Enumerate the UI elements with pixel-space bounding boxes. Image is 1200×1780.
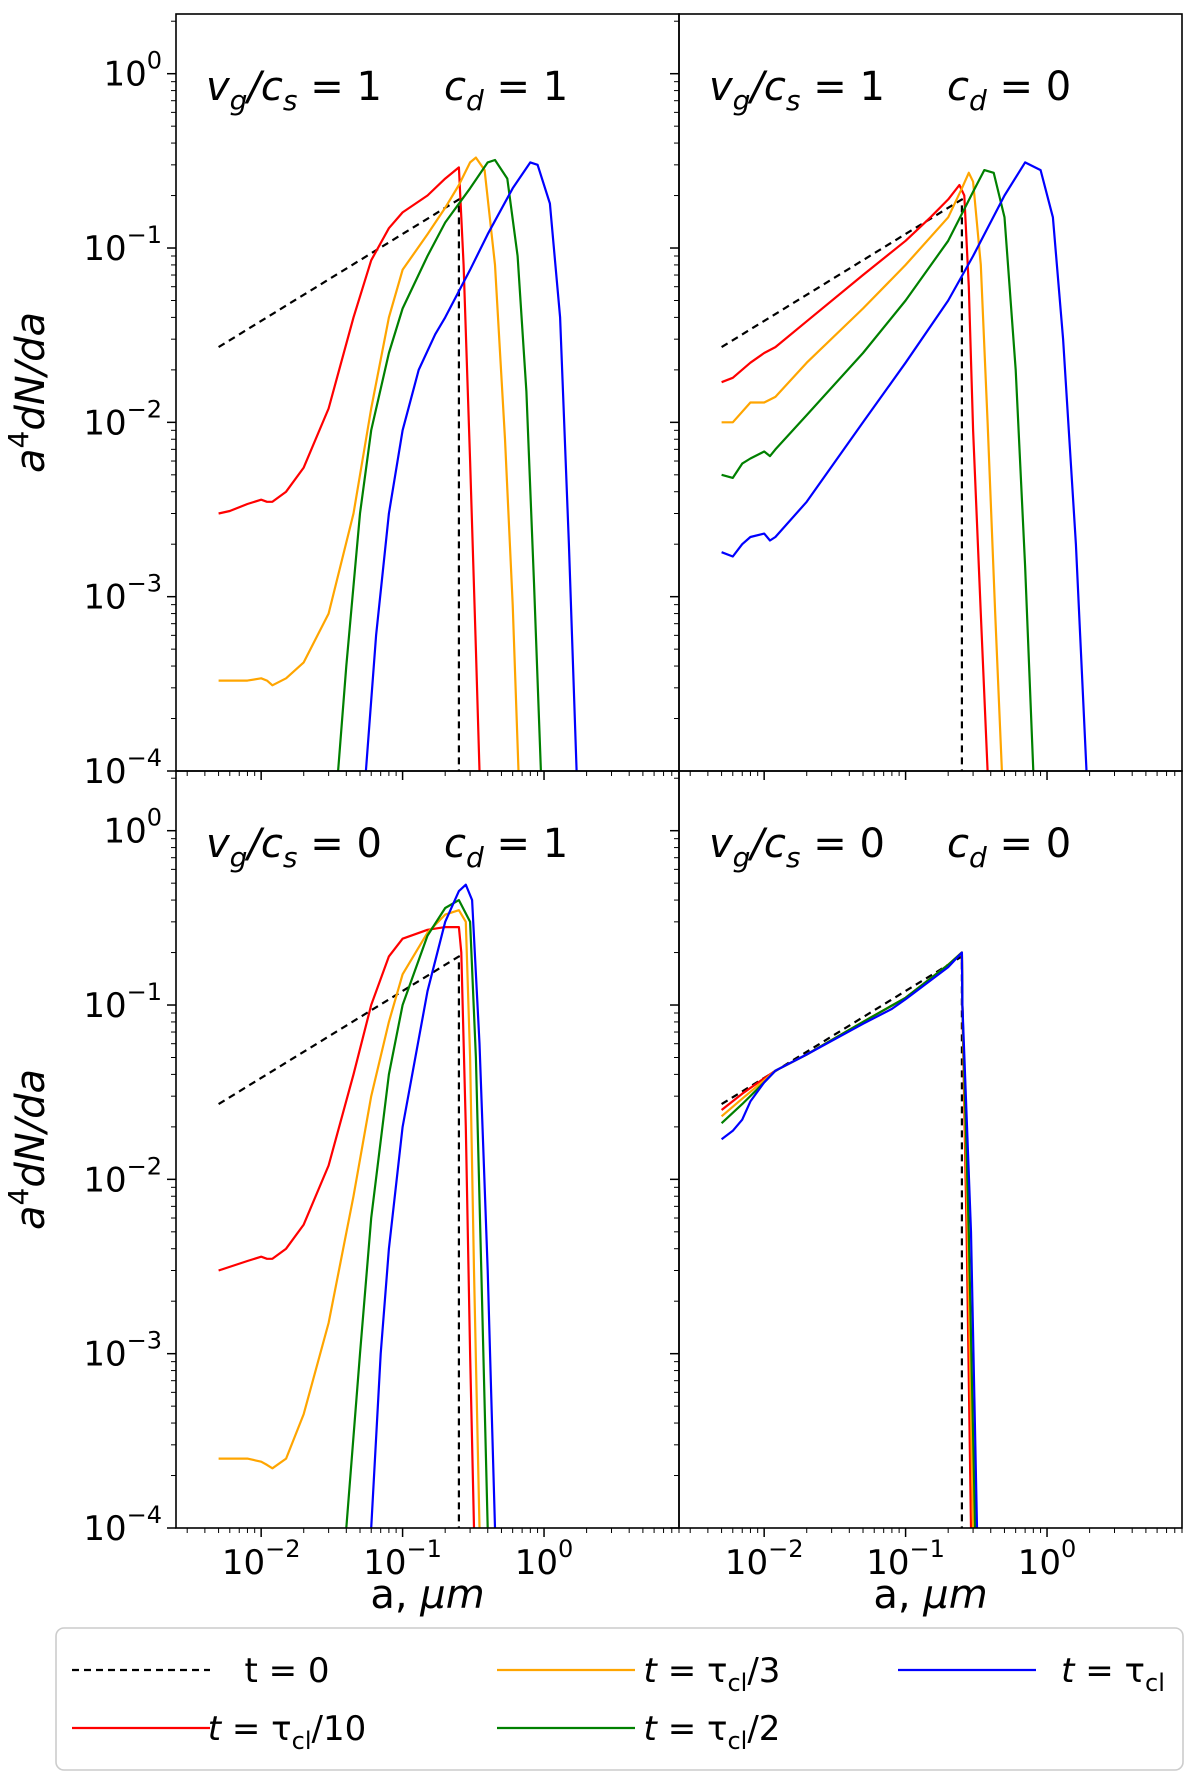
series-t-cl-2-line bbox=[720, 951, 977, 1528]
y-tick-label: 100 bbox=[103, 804, 162, 852]
x-tick-label: 10−2 bbox=[725, 1535, 804, 1583]
series-t-cl-10-line bbox=[721, 183, 989, 771]
y-tick-label: 10−2 bbox=[83, 1152, 162, 1200]
panel-annotation-velocity: vg/cs = 1 bbox=[709, 64, 885, 117]
panel-annotation-velocity: vg/cs = 0 bbox=[206, 821, 382, 874]
y-tick-label: 10−4 bbox=[83, 1501, 162, 1549]
series-t-cl-10-line bbox=[720, 951, 973, 1528]
panel-frame bbox=[678, 770, 1183, 1529]
legend-label: t = τcl/2 bbox=[644, 1709, 781, 1755]
legend-item: t = τcl bbox=[898, 1651, 1165, 1697]
panel-annotation-cd: cd = 1 bbox=[444, 821, 568, 874]
panel-3: 100 10−1 10−2 10−3 10−4 10−2 10−1 100 vg/cs = 0 c… bbox=[83, 770, 680, 1583]
panel-frame bbox=[678, 13, 1183, 772]
panel-annotation-velocity: vg/cs = 0 bbox=[709, 821, 885, 874]
panel-annotation-cd: cd = 1 bbox=[444, 64, 568, 117]
legend-label: t = 0 bbox=[244, 1651, 329, 1691]
series-t-cl-3-line bbox=[721, 171, 1003, 771]
x-tick-label: 100 bbox=[1018, 1535, 1077, 1583]
series-t-cl-10-line bbox=[218, 166, 481, 771]
y-tick-label: 10−3 bbox=[83, 570, 162, 618]
series-t-cl-2-line bbox=[721, 169, 1035, 771]
y-axis-label: a4dN/da bbox=[2, 312, 54, 473]
legend-item: t = τcl/2 bbox=[497, 1709, 780, 1755]
panel-annotation-cd: cd = 0 bbox=[947, 64, 1071, 117]
series-t-cl-line bbox=[720, 951, 979, 1528]
series-t-cl-line bbox=[364, 161, 578, 771]
x-tick-label: 10−1 bbox=[363, 1535, 442, 1583]
panel-annotation-velocity: vg/cs = 1 bbox=[206, 64, 382, 117]
x-axis-label: a, μm bbox=[370, 1572, 484, 1618]
legend-item: t = τcl/10 bbox=[72, 1709, 366, 1755]
x-tick-label: 100 bbox=[515, 1535, 574, 1583]
series-t-cl-3-line bbox=[720, 951, 975, 1528]
legend: t = 0 t = τcl/10 t = τcl/3 t = τcl/2 t = τcl bbox=[55, 1627, 1184, 1771]
series-t-cl-line bbox=[370, 883, 497, 1528]
series-t-cl-2-line bbox=[345, 898, 489, 1528]
legend-label: t = τcl bbox=[1061, 1651, 1165, 1697]
series-t-cl-2-line bbox=[337, 158, 542, 771]
panel-1: 100 10−1 10−2 10−3 10−4 vg/cs = 1 cd = 1 bbox=[83, 13, 680, 792]
panel-annotation-cd: cd = 0 bbox=[947, 821, 1071, 874]
panel-2-lines bbox=[721, 161, 1088, 771]
y-axis-label: a4dN/da bbox=[2, 1069, 54, 1230]
y-tick-label: 10−3 bbox=[83, 1327, 162, 1375]
x-axis-label: a, μm bbox=[873, 1572, 987, 1618]
series-t-cl-3-line bbox=[218, 156, 520, 771]
legend-label: t = τcl/10 bbox=[208, 1709, 367, 1755]
y-tick-label: 10−1 bbox=[83, 978, 162, 1026]
series-t-cl-3-line bbox=[218, 909, 481, 1528]
series-t-0-line bbox=[721, 955, 964, 1528]
panel-1-lines bbox=[218, 156, 578, 771]
panel-2: vg/cs = 1 cd = 0 bbox=[670, 13, 1183, 780]
panel-4: 10−2 10−1 100 vg/cs = 0 cd = 0 bbox=[670, 770, 1183, 1583]
x-tick-label: 10−2 bbox=[222, 1535, 301, 1583]
legend-item: t = 0 bbox=[72, 1651, 330, 1691]
series-t-cl-line bbox=[721, 161, 1088, 771]
series-t-0-line bbox=[218, 198, 460, 771]
series-t-0-line bbox=[721, 198, 964, 771]
y-tick-label: 100 bbox=[103, 47, 162, 95]
series-t-0-line bbox=[218, 955, 460, 1528]
panel-frame bbox=[175, 770, 680, 1529]
y-tick-label: 10−1 bbox=[83, 221, 162, 269]
legend-label: t = τcl/3 bbox=[644, 1651, 781, 1697]
panel-3-lines bbox=[218, 883, 497, 1528]
x-tick-label: 10−1 bbox=[866, 1535, 945, 1583]
panel-frame bbox=[175, 13, 680, 772]
panel-4-lines bbox=[720, 951, 979, 1528]
series-t-cl-10-line bbox=[218, 925, 476, 1528]
legend-box bbox=[55, 1627, 1184, 1771]
y-tick-label: 10−2 bbox=[83, 395, 162, 443]
legend-item: t = τcl/3 bbox=[497, 1651, 780, 1697]
y-tick-label: 10−4 bbox=[83, 744, 162, 792]
